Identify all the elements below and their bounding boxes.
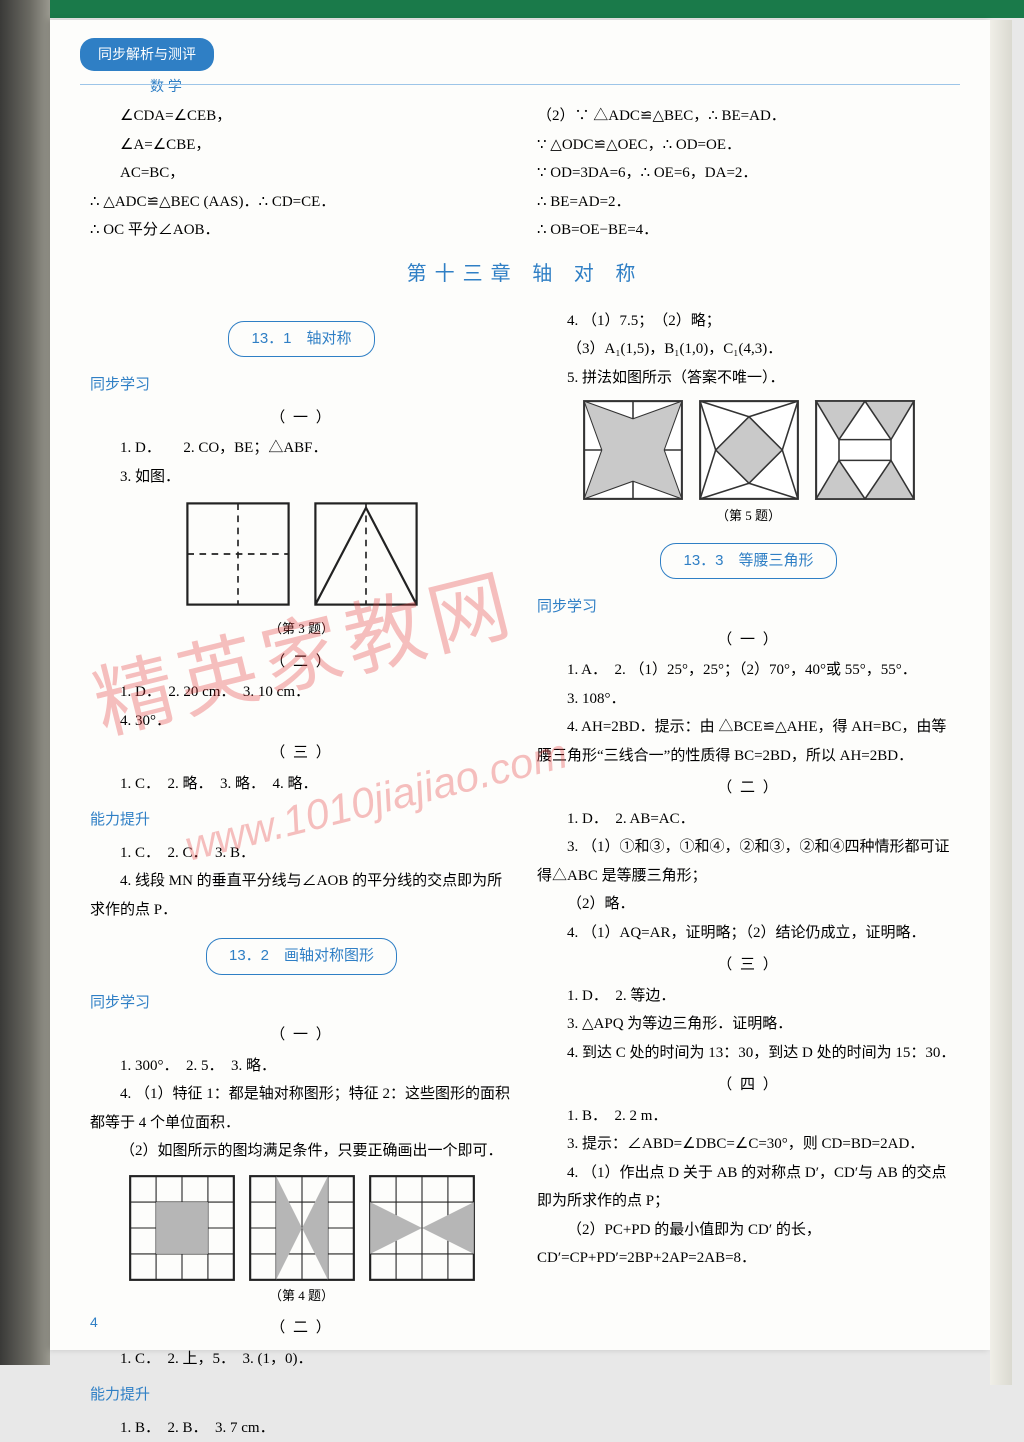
pr-4: ∴ OB=OE−BE=4． xyxy=(537,216,960,245)
s131-p3-1: 1. C． 2. 略． 3. 略． 4. 略． xyxy=(90,770,513,799)
fig4 xyxy=(90,1174,513,1282)
s131-p2-4: 4. 30°． xyxy=(90,707,513,736)
study-1: 同步学习 xyxy=(90,371,513,400)
pr-2: ∵ OD=3DA=6，∴ OE=6，DA=2． xyxy=(537,159,960,188)
p1-label: （ 一 ） xyxy=(90,404,513,433)
s131-p1-1: 1. D． 2. CO，BE；△ABF． xyxy=(90,434,513,463)
main-columns: 13．1 轴对称 同步学习 （ 一 ） 1. D． 2. CO，BE；△ABF．… xyxy=(90,307,960,1442)
s133-p2-4: 4. （1）AQ=AR，证明略；（2）结论仍成立，证明略． xyxy=(537,919,960,948)
s132-p1-4a: 4. （1）特征 1：都是轴对称图形；特征 2：这些图形的面积都等于 4 个单位… xyxy=(90,1080,513,1137)
s132-p1-1: 1. 300°． 2. 5． 3. 略． xyxy=(90,1052,513,1081)
s133-p3-3: 3. △APQ 为等边三角形．证明略． xyxy=(537,1010,960,1039)
pre-left: ∠CDA=∠CEB， ∠A=∠CBE， AC=BC， ∴ △ADC≌△BEC (… xyxy=(90,102,513,245)
pl-2: AC=BC， xyxy=(90,159,513,188)
study-3: 同步学习 xyxy=(537,593,960,622)
s133-p2-1: 1. D． 2. AB=AC． xyxy=(537,805,960,834)
s131-a-1: 1. C． 2. C． 3. B． xyxy=(90,839,513,868)
ability-1: 能力提升 xyxy=(90,806,513,835)
top-green-strip xyxy=(0,0,1024,18)
fig5-a xyxy=(581,398,685,502)
s132-a-1: 1. B． 2. B． 3. 7 cm． xyxy=(90,1414,513,1442)
fig5-b xyxy=(697,398,801,502)
page-number: 4 xyxy=(90,1309,98,1336)
sec-13-2: 13．2 画轴对称图形 xyxy=(206,938,397,975)
s133-p2-3b: （2）略． xyxy=(537,890,960,919)
p2-label: （ 二 ） xyxy=(90,648,513,677)
rt-l2: （3）A₁(1,5)，B₁(1,0)，C₁(4,3)． xyxy=(537,335,960,364)
study-2: 同步学习 xyxy=(90,989,513,1018)
s133-p1-3: 3. 108°． xyxy=(537,685,960,714)
s133-p4-3: 3. 提示：∠ABD=∠DBC=∠C=30°，则 CD=BD=2AD． xyxy=(537,1130,960,1159)
rt-l1: 4. （1）7.5； （2）略； xyxy=(537,307,960,336)
pr-3: ∴ BE=AD=2． xyxy=(537,188,960,217)
s133-p4-4b: （2）PC+PD 的最小值即为 CD′ 的长，CD′=CP+PD′=2BP+2A… xyxy=(537,1216,960,1273)
pre-chapter-columns: ∠CDA=∠CEB， ∠A=∠CBE， AC=BC， ∴ △ADC≌△BEC (… xyxy=(90,102,960,245)
fig5 xyxy=(537,398,960,502)
s132-p2-1: 1. C． 2. 上，5． 3. (1，0)． xyxy=(90,1345,513,1374)
s132-p2-label: （ 二 ） xyxy=(90,1314,513,1343)
sec-13-3: 13．3 等腰三角形 xyxy=(660,543,836,580)
s131-a-4: 4. 线段 MN 的垂直平分线与∠AOB 的平分线的交点即为所求作的点 P． xyxy=(90,867,513,924)
p3-label: （ 三 ） xyxy=(90,739,513,768)
s132-p1-label: （ 一 ） xyxy=(90,1021,513,1050)
s133-p3-label: （ 三 ） xyxy=(537,951,960,980)
pl-1: ∠A=∠CBE， xyxy=(90,131,513,160)
fig4-cap: （第 4 题） xyxy=(90,1284,513,1309)
subject-label: 数 学 xyxy=(150,73,960,100)
fig5-cap: （第 5 题） xyxy=(537,504,960,529)
pl-4: ∴ OC 平分∠AOB． xyxy=(90,216,513,245)
s133-p4-label: （ 四 ） xyxy=(537,1071,960,1100)
fig3-b xyxy=(311,499,421,609)
page: 同步解析与测评 数 学 ∠CDA=∠CEB， ∠A=∠CBE， AC=BC， ∴… xyxy=(50,20,990,1350)
col-left: 13．1 轴对称 同步学习 （ 一 ） 1. D． 2. CO，BE；△ABF．… xyxy=(90,307,513,1442)
pl-0: ∠CDA=∠CEB， xyxy=(90,102,513,131)
s133-p4-4a: 4. （1）作出点 D 关于 AB 的对称点 D′，CD′与 AB 的交点即为所… xyxy=(537,1159,960,1216)
pr-0: （2）∵ △ADC≌△BEC，∴ BE=AD． xyxy=(537,102,960,131)
col-right: 4. （1）7.5； （2）略； （3）A₁(1,5)，B₁(1,0)，C₁(4… xyxy=(537,307,960,1442)
fig5-c xyxy=(813,398,917,502)
s131-p1-3: 3. 如图． xyxy=(90,463,513,492)
s133-p1-label: （ 一 ） xyxy=(537,626,960,655)
fig3-cap: （第 3 题） xyxy=(90,617,513,642)
s133-p3-1: 1. D． 2. 等边． xyxy=(537,982,960,1011)
pr-1: ∵ △ODC≌△OEC，∴ OD=OE． xyxy=(537,131,960,160)
fig3-a xyxy=(183,499,293,609)
fig4-a xyxy=(128,1174,236,1282)
s131-p2-1: 1. D． 2. 20 cm． 3. 10 cm． xyxy=(90,678,513,707)
s133-p2-label: （ 二 ） xyxy=(537,774,960,803)
fig3 xyxy=(90,499,513,609)
chapter-title: 第十三章 轴 对 称 xyxy=(90,255,960,293)
s133-p2-3a: 3. （1）①和③，①和④，②和③，②和④四种情形都可证得△ABC 是等腰三角形… xyxy=(537,833,960,890)
s133-p4-1: 1. B． 2. 2 m． xyxy=(537,1102,960,1131)
pl-3: ∴ △ADC≌△BEC (AAS)．∴ CD=CE． xyxy=(90,188,513,217)
s132-p1-4b: （2）如图所示的图均满足条件，只要正确画出一个即可． xyxy=(90,1137,513,1166)
book-spine xyxy=(0,0,50,1365)
rt-l3: 5. 拼法如图所示（答案不唯一）． xyxy=(537,364,960,393)
s133-p3-4: 4. 到达 C 处的时间为 13：30，到达 D 处的时间为 15：30． xyxy=(537,1039,960,1068)
s133-p1-1: 1. A． 2. （1）25°，25°；（2）70°，40°或 55°，55°． xyxy=(537,656,960,685)
sec-13-1: 13．1 轴对称 xyxy=(228,321,374,358)
pre-right: （2）∵ △ADC≌△BEC，∴ BE=AD． ∵ △ODC≌△OEC，∴ OD… xyxy=(537,102,960,245)
header-rule xyxy=(80,84,960,85)
page-edge xyxy=(990,20,1012,1385)
fig4-c xyxy=(368,1174,476,1282)
series-pill: 同步解析与测评 xyxy=(80,38,214,71)
fig4-b xyxy=(248,1174,356,1282)
header: 同步解析与测评 数 学 xyxy=(80,38,960,94)
s133-p1-4: 4. AH=2BD．提示：由 △BCE≌△AHE，得 AH=BC，由等腰三角形“… xyxy=(537,713,960,770)
ability-2: 能力提升 xyxy=(90,1381,513,1410)
